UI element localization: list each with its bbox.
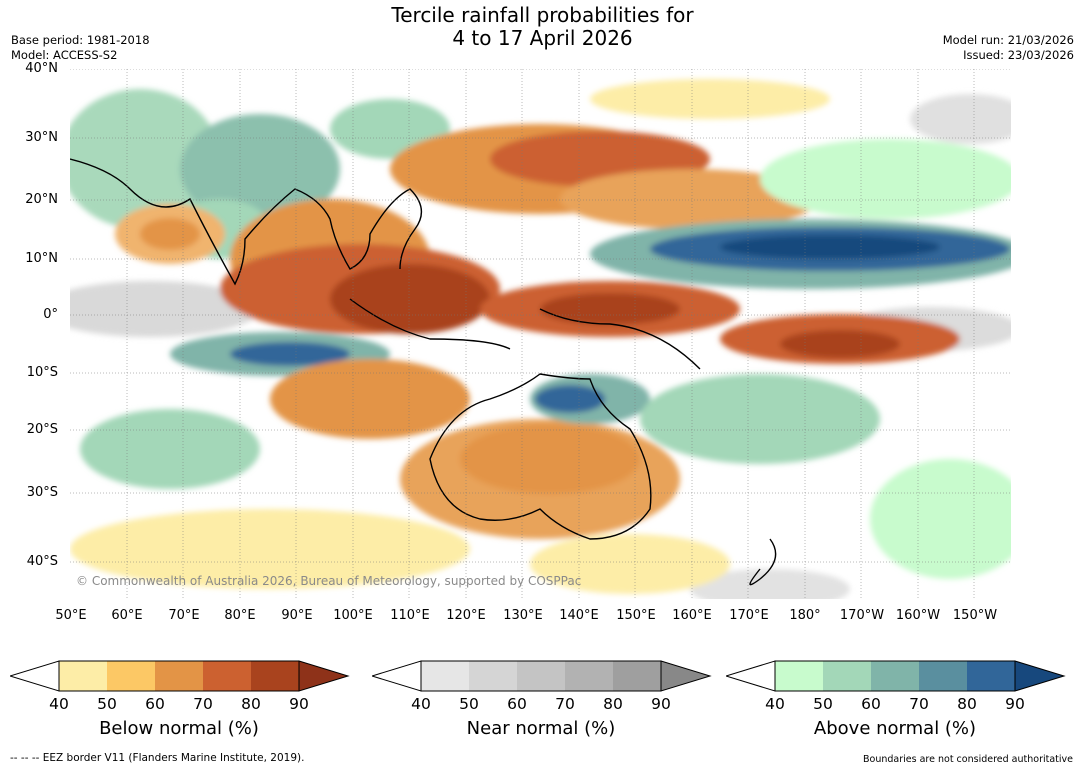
base-period: Base period: 1981-2018: [11, 33, 150, 47]
colorbar-below-swatch-1: [59, 661, 107, 691]
colorbar-near: [372, 660, 712, 692]
lon-label-50e: 50°E: [55, 608, 87, 623]
colorbar-above-swatch-5: [967, 661, 1015, 691]
colorbar-near-swatch-5: [613, 661, 661, 691]
tick-near-90: 90: [651, 695, 671, 713]
colorbar-below-max-arrow: [298, 660, 350, 692]
lon-label-150w: 150°W: [952, 608, 998, 623]
map-title: Tercile rainfall probabilities for 4 to …: [0, 4, 1085, 50]
lon-label-170w: 170°W: [839, 608, 885, 623]
colorbar-below-min-arrow: [10, 660, 60, 692]
lat-label-10s: 10°S: [26, 365, 58, 380]
colorbar-below-swatch-4: [203, 661, 251, 691]
rainfall-map: [70, 69, 1011, 599]
tick-below-60: 60: [145, 695, 165, 713]
colorbar-near-swatch-4: [565, 661, 613, 691]
lon-label-160e: 160°E: [672, 608, 712, 623]
tick-below-50: 50: [97, 695, 117, 713]
tick-near-50: 50: [459, 695, 479, 713]
lat-label-20n: 20°N: [25, 192, 58, 207]
eez-note: -- -- -- EEZ border V11 (Flanders Marine…: [10, 752, 305, 764]
colorbar-above-swatch-3: [871, 661, 919, 691]
boundary-disclaimer: Boundaries are not considered authoritat…: [863, 754, 1073, 765]
lat-label-30n: 30°N: [25, 130, 58, 145]
probability-fields: [70, 79, 1011, 599]
lon-label-170e: 170°E: [729, 608, 769, 623]
colorbar-above-swatch-2: [823, 661, 871, 691]
lon-label-150e: 150°E: [616, 608, 656, 623]
lon-label-180: 180°: [789, 608, 821, 623]
lon-label-130e: 130°E: [503, 608, 543, 623]
tick-near-70: 70: [555, 695, 575, 713]
meta-left: Base period: 1981-2018 Model: ACCESS-S2: [11, 33, 150, 63]
title-line-2: 4 to 17 April 2026: [452, 26, 633, 50]
colorbar-near-swatch-2: [469, 661, 517, 691]
lat-label-30s: 30°S: [26, 485, 58, 500]
colorbar-below: [10, 660, 350, 692]
title-line-1: Tercile rainfall probabilities for: [391, 3, 694, 27]
model-name: Model: ACCESS-S2: [11, 48, 118, 62]
issued-date: Issued: 23/03/2026: [963, 48, 1074, 62]
tick-below-90: 90: [289, 695, 309, 713]
model-run: Model run: 21/03/2026: [942, 33, 1074, 47]
colorbar-near-swatch-3: [517, 661, 565, 691]
colorbar-near-max-arrow: [660, 660, 712, 692]
tick-above-60: 60: [861, 695, 881, 713]
tick-above-40: 40: [765, 695, 785, 713]
lon-label-90e: 90°E: [281, 608, 313, 623]
copyright-notice: © Commonwealth of Australia 2026, Bureau…: [76, 574, 582, 588]
graticule: [70, 69, 1011, 599]
tick-near-60: 60: [507, 695, 527, 713]
colorbar-above-swatch-1: [775, 661, 823, 691]
colorbar-near-label: Near normal (%): [466, 718, 616, 739]
colorbar-above-label: Above normal (%): [813, 718, 977, 739]
colorbar-below-label: Below normal (%): [99, 718, 259, 739]
lon-label-60e: 60°E: [111, 608, 143, 623]
colorbar-below-swatch-5: [251, 661, 299, 691]
lat-label-40n: 40°N: [25, 61, 58, 76]
colorbar-above-max-arrow: [1014, 660, 1066, 692]
lat-label-40s: 40°S: [26, 554, 58, 569]
tick-above-90: 90: [1005, 695, 1025, 713]
tick-near-40: 40: [411, 695, 431, 713]
lon-label-140e: 140°E: [559, 608, 599, 623]
lon-label-70e: 70°E: [168, 608, 200, 623]
colorbar-below-swatch-3: [155, 661, 203, 691]
tick-below-70: 70: [193, 695, 213, 713]
lat-label-20s: 20°S: [26, 422, 58, 437]
lat-label-10n: 10°N: [25, 251, 58, 266]
colorbar-above-min-arrow: [726, 660, 776, 692]
colorbar-near-min-arrow: [372, 660, 422, 692]
meta-right: Model run: 21/03/2026 Issued: 23/03/2026: [943, 33, 1074, 63]
tick-above-70: 70: [909, 695, 929, 713]
lon-label-160w: 160°W: [895, 608, 941, 623]
colorbar-above: [726, 660, 1066, 692]
tick-above-50: 50: [813, 695, 833, 713]
lon-label-110e: 110°E: [390, 608, 430, 623]
tick-below-40: 40: [49, 695, 69, 713]
tick-below-80: 80: [241, 695, 261, 713]
lat-label-0: 0°: [43, 307, 58, 322]
colorbar-near-swatch-1: [421, 661, 469, 691]
lon-label-100e: 100°E: [333, 608, 373, 623]
lon-label-80e: 80°E: [224, 608, 256, 623]
coastlines: [70, 158, 777, 586]
tick-above-80: 80: [957, 695, 977, 713]
colorbar-above-swatch-4: [919, 661, 967, 691]
tick-near-80: 80: [603, 695, 623, 713]
colorbar-below-swatch-2: [107, 661, 155, 691]
lon-label-120e: 120°E: [446, 608, 486, 623]
